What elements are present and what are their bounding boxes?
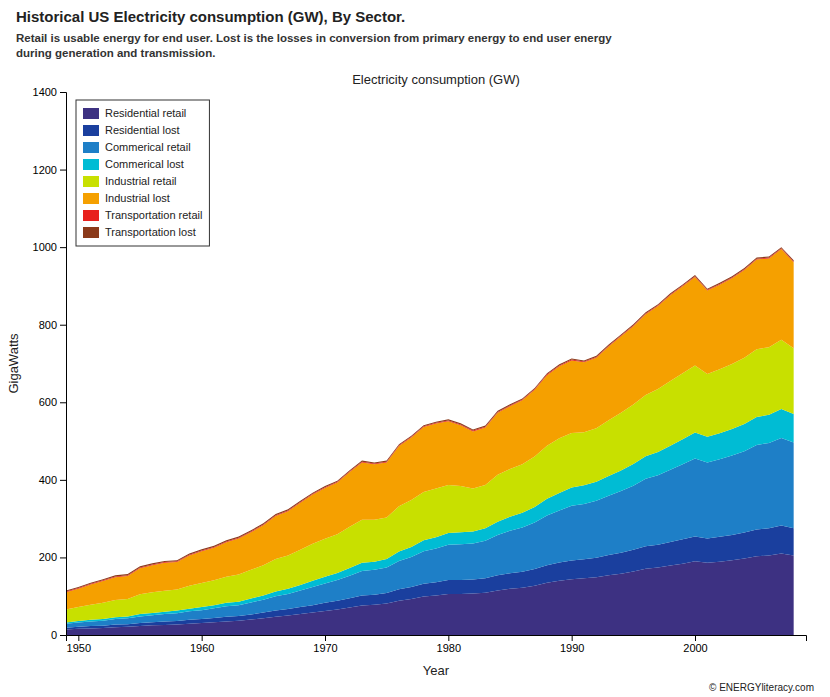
area — [66, 248, 794, 592]
tick: 600 — [39, 396, 66, 408]
y-axis: 0 200 400 600 800 1000 1200 1400 — [33, 86, 67, 641]
tick-mark — [202, 635, 203, 641]
title: Historical US Electricity consumption (G… — [16, 8, 405, 25]
areas — [66, 247, 794, 635]
tick: 1950 — [67, 635, 91, 654]
chart: Historical US Electricity consumption (G… — [0, 0, 830, 697]
chart-title: Electricity consumption (GW) — [352, 72, 520, 87]
axis-line — [67, 636, 807, 642]
subtitle: Retail is usable energy for end user. Lo… — [16, 32, 612, 59]
legend-item: Residential retail — [83, 107, 186, 119]
x-axis-title: Year — [423, 663, 450, 678]
legend-label: Commerical lost — [105, 158, 184, 170]
legend-label: Residential retail — [105, 107, 186, 119]
tick-mark — [325, 635, 326, 641]
legend-item: Industrial lost — [83, 192, 170, 204]
tick-label: 1400 — [33, 86, 57, 98]
legend-item: Industrial retail — [83, 175, 177, 187]
legend-item: Residential lost — [83, 124, 180, 136]
legend-label: Industrial retail — [105, 175, 177, 187]
tick-label: 1200 — [33, 164, 57, 176]
tick: 1970 — [313, 635, 337, 654]
legend-label: Transportation retail — [105, 209, 202, 221]
tick: 1400 — [33, 86, 66, 98]
legend-box — [76, 100, 209, 246]
tick-mark — [60, 92, 66, 93]
tick-label: 1960 — [190, 642, 214, 654]
legend-swatch — [83, 125, 99, 136]
tick-mark — [60, 402, 66, 403]
tick-mark — [60, 557, 66, 558]
tick: 0 — [51, 629, 66, 641]
legend-swatch — [83, 108, 99, 119]
x-axis: 1950 1960 1970 1980 1990 2000 — [67, 635, 807, 654]
tick-label: 600 — [39, 396, 57, 408]
tick: 1980 — [437, 635, 461, 654]
tick-mark — [60, 170, 66, 171]
tick: 1990 — [560, 635, 584, 654]
legend-item: Transportation lost — [83, 226, 196, 238]
tick-mark — [78, 635, 79, 641]
legend: Residential retail Residential lost Commer… — [76, 100, 209, 246]
legend-swatch — [83, 193, 99, 204]
tick-mark — [572, 635, 573, 641]
plot: Electricity consumption (GW) 1950 1960 1970… — [6, 72, 807, 678]
legend-item: Commerical retail — [83, 141, 191, 153]
legend-label: Transportation lost — [105, 226, 196, 238]
tick-label: 1970 — [313, 642, 337, 654]
tick-label: 200 — [39, 551, 57, 563]
tick-mark — [60, 325, 66, 326]
tick-label: 1980 — [437, 642, 461, 654]
tick-label: 1990 — [560, 642, 584, 654]
legend-swatch — [83, 176, 99, 187]
tick-label: 2000 — [683, 642, 707, 654]
legend-item: Commerical lost — [83, 158, 184, 170]
tick: 1000 — [33, 241, 66, 253]
legend-label: Industrial lost — [105, 192, 170, 204]
tick-label: 1000 — [33, 241, 57, 253]
area — [66, 247, 794, 591]
area — [66, 249, 794, 609]
tick-mark — [448, 635, 449, 641]
legend-label: Commerical retail — [105, 141, 191, 153]
tick-label: 800 — [39, 319, 57, 331]
tick-label: 400 — [39, 474, 57, 486]
tick-label: 1950 — [67, 642, 91, 654]
tick: 200 — [39, 551, 66, 563]
y-axis-title: GigaWatts — [6, 333, 21, 394]
tick: 2000 — [683, 635, 707, 654]
tick-mark — [60, 480, 66, 481]
tick-mark — [60, 247, 66, 248]
legend-label: Residential lost — [105, 124, 180, 136]
tick-mark — [695, 635, 696, 641]
tick: 800 — [39, 319, 66, 331]
legend-swatch — [83, 227, 99, 238]
tick: 1200 — [33, 164, 66, 176]
tick: 400 — [39, 474, 66, 486]
axis-line — [60, 93, 67, 636]
legend-swatch — [83, 210, 99, 221]
tick-mark — [60, 635, 66, 636]
watermark: © ENERGYliteracy.com — [709, 682, 814, 693]
tick: 1960 — [190, 635, 214, 654]
legend-item: Transportation retail — [83, 209, 202, 221]
tick-label: 0 — [51, 629, 57, 641]
legend-swatch — [83, 159, 99, 170]
legend-swatch — [83, 142, 99, 153]
